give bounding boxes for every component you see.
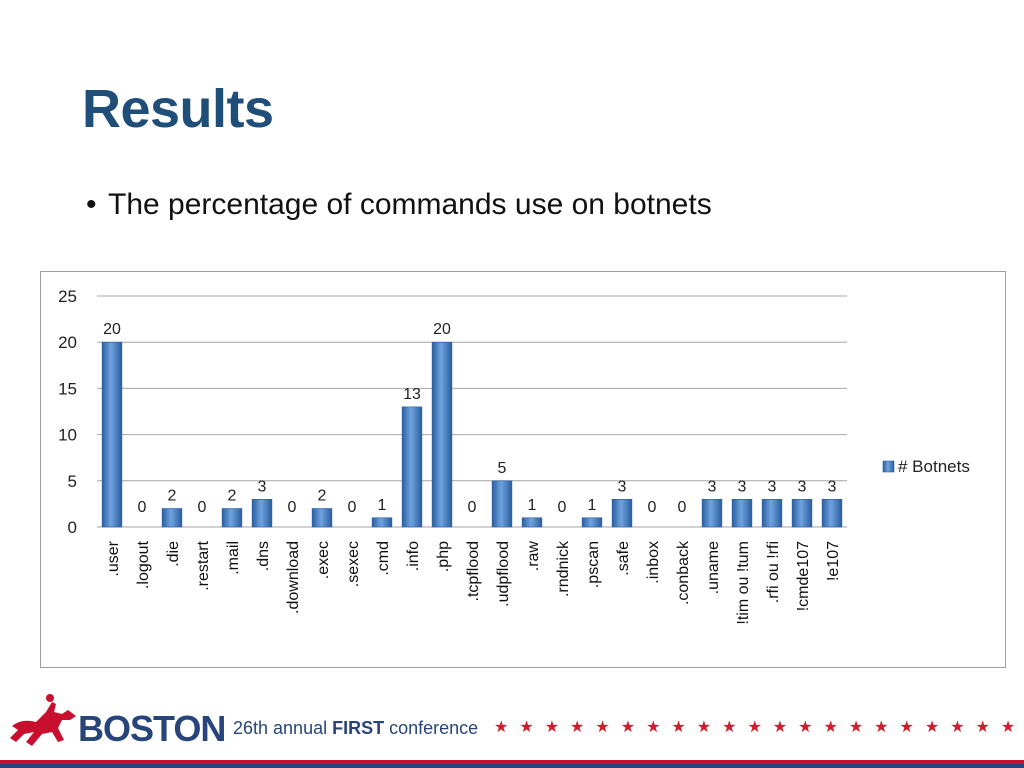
bar	[521, 517, 543, 528]
conference-prefix: 26th annual	[233, 718, 333, 738]
data-label: 0	[648, 499, 657, 516]
data-label: 3	[618, 478, 627, 495]
data-label: 1	[588, 497, 597, 514]
x-tick-label: .raw	[525, 541, 542, 572]
data-label: 1	[378, 497, 387, 514]
y-tick-label: 0	[68, 518, 77, 537]
x-tick-label: .inbox	[645, 541, 662, 584]
x-tick-label: .php	[435, 541, 452, 572]
data-label: 0	[138, 499, 147, 516]
footer-divider-blue	[0, 764, 1024, 768]
x-tick-label: !cmde107	[795, 541, 812, 611]
data-label: 3	[708, 478, 717, 495]
conference-name: 26th annual FIRST conference	[233, 718, 478, 739]
chart-frame: 0 5 10 15 20 25 20 .user 0 .logout 2 .die 0 .restart 2…	[40, 271, 1006, 668]
y-tick-label: 10	[58, 426, 77, 445]
data-label: 3	[768, 478, 777, 495]
bar	[731, 498, 753, 528]
bar	[311, 508, 333, 528]
slide-title: Results	[82, 79, 274, 139]
data-label: 0	[348, 499, 357, 516]
y-tick-label: 15	[58, 379, 77, 398]
data-label: 13	[403, 386, 421, 403]
data-label: 3	[828, 478, 837, 495]
bar	[431, 341, 453, 528]
bullet-text: The percentage of commands use on botnet…	[108, 188, 712, 221]
bar	[161, 508, 183, 528]
x-tick-label: .cmd	[375, 541, 392, 576]
footer-banner: BOSTON 26th annual FIRST conference ★★★★…	[0, 686, 1024, 768]
y-tick-label: 20	[58, 333, 77, 352]
data-label: 0	[198, 499, 207, 516]
data-label: 3	[258, 478, 267, 495]
conference-suffix: conference	[384, 718, 479, 738]
x-tick-label: .dns	[255, 541, 272, 571]
data-label: 20	[433, 321, 451, 338]
conference-first: FIRST	[332, 718, 385, 738]
bar	[791, 498, 813, 528]
stars-decoration: ★★★★★★★★★★★★★★★★★★★★★	[494, 717, 1024, 736]
y-tick-label: 25	[58, 287, 77, 306]
footer-divider-red	[0, 760, 1024, 764]
data-label: 0	[468, 499, 477, 516]
bullet-dot: •	[86, 188, 97, 221]
bar	[611, 498, 633, 528]
data-label: 2	[228, 488, 237, 505]
data-label: 2	[318, 488, 327, 505]
x-tick-label: .pscan	[585, 541, 602, 588]
x-tick-label: .download	[285, 541, 302, 614]
x-tick-label: .info	[405, 541, 422, 571]
data-label: 5	[498, 460, 507, 477]
x-tick-label: .mail	[225, 541, 242, 575]
x-tick-label: !e107	[825, 541, 842, 581]
x-tick-label: .user	[105, 540, 122, 576]
x-tick-label: .rfi ou !rfi	[765, 541, 782, 603]
bar	[371, 517, 393, 528]
data-label: 2	[168, 488, 177, 505]
legend-label: # Botnets	[898, 457, 970, 476]
x-tick-label: .uname	[705, 541, 722, 594]
data-label: 0	[288, 499, 297, 516]
x-tick-label: .tcpflood	[465, 541, 482, 601]
bar	[821, 498, 843, 528]
x-tick-label: .conback	[675, 540, 692, 605]
data-label: 0	[558, 499, 567, 516]
brand-logo-text: BOSTON	[78, 708, 226, 749]
legend-swatch	[882, 460, 895, 473]
data-label: 3	[798, 478, 807, 495]
data-label: 1	[528, 497, 537, 514]
horse-rider-logo-icon	[10, 694, 76, 746]
x-tick-label: .restart	[195, 540, 212, 590]
bar	[221, 508, 243, 528]
bar-chart: 051015202520.user0.logout2.die0.restart2…	[58, 287, 970, 625]
bar	[401, 406, 423, 528]
bullet-item: • The percentage of commands use on botn…	[86, 188, 712, 222]
bar	[491, 480, 513, 528]
x-tick-label: .safe	[615, 541, 632, 576]
x-tick-label: .udpflood	[495, 541, 512, 607]
x-tick-label: .die	[165, 541, 182, 567]
bar	[101, 341, 123, 528]
data-label: 20	[103, 321, 121, 338]
x-tick-label: .sexec	[345, 541, 362, 587]
x-tick-label: .logout	[135, 540, 152, 589]
bar	[761, 498, 783, 528]
x-tick-label: .rndnick	[555, 540, 572, 597]
data-label: 0	[678, 499, 687, 516]
x-tick-label: .exec	[315, 541, 332, 579]
data-label: 3	[738, 478, 747, 495]
x-tick-label: !tim ou !tum	[735, 541, 752, 625]
y-tick-label: 5	[68, 472, 77, 491]
bar	[581, 517, 603, 528]
bar	[251, 498, 273, 528]
bar	[701, 498, 723, 528]
